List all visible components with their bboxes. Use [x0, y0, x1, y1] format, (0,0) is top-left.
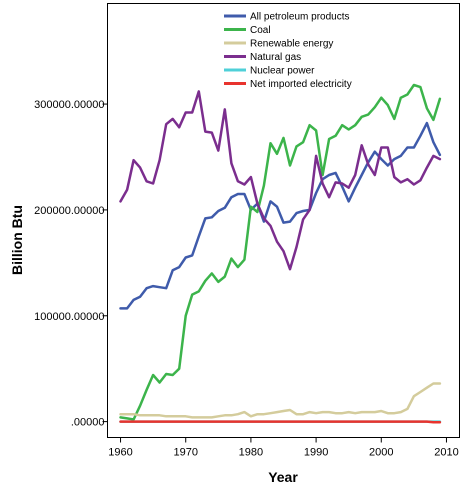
series-line-net-imported-electricity [121, 422, 440, 423]
legend-label-natural-gas: Natural gas [250, 52, 301, 63]
legend-label-net-imported-electricity: Net imported electricity [250, 79, 352, 90]
x-tick-label: 2000 [369, 447, 393, 459]
legend-label-coal: Coal [250, 25, 271, 36]
y-axis-title: Billion Btu [9, 205, 25, 275]
x-tick-label: 1960 [108, 447, 132, 459]
legend-label-renewable-energy: Renewable energy [250, 39, 333, 50]
x-tick-label: 1980 [239, 447, 263, 459]
legend-label-nuclear-power: Nuclear power [250, 66, 315, 77]
x-tick-label: 1990 [304, 447, 328, 459]
y-tick-label: 200000.00000 [34, 205, 104, 217]
x-axis-title: Year [268, 469, 298, 485]
x-tick-label: 2010 [434, 447, 458, 459]
y-tick-label: 300000.00000 [34, 99, 104, 111]
x-tick-label: 1970 [173, 447, 197, 459]
y-tick-label: .00000 [71, 417, 105, 429]
y-tick-label: 100000.00000 [34, 311, 104, 323]
legend-label-all-petroleum-products: All petroleum products [250, 12, 350, 23]
